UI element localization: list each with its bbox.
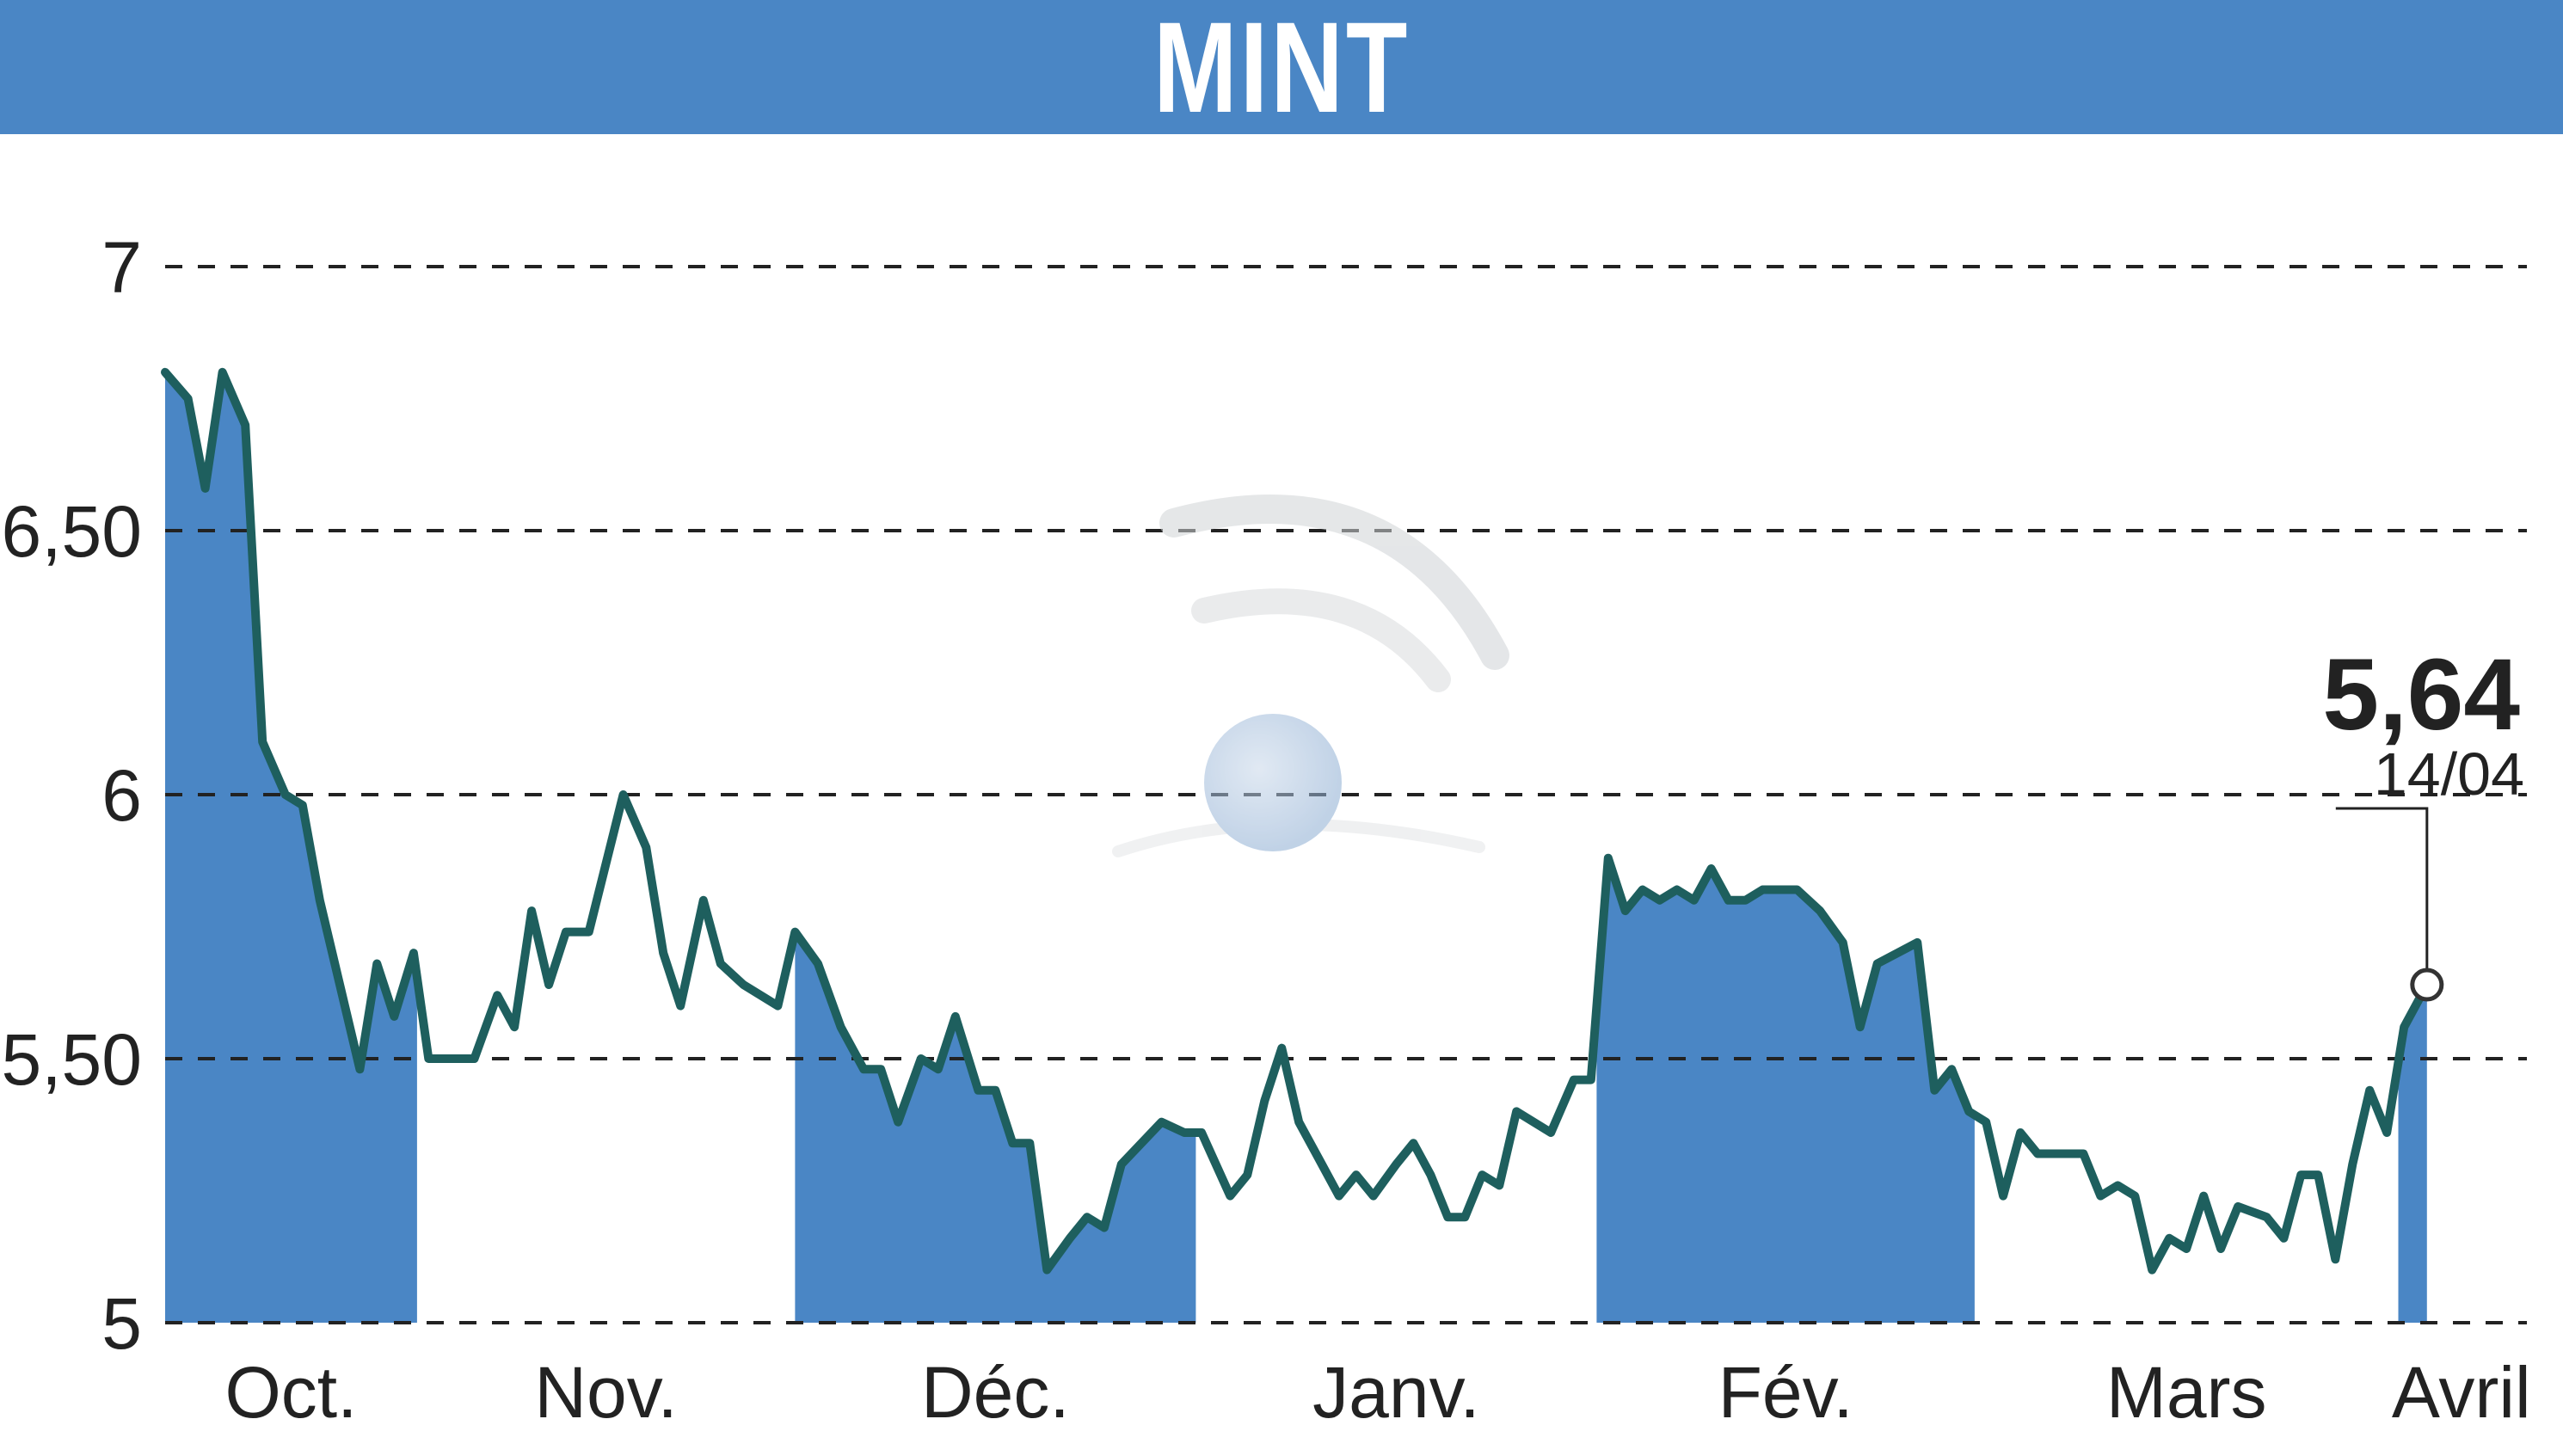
shaded-area-2 bbox=[795, 931, 1196, 1323]
y-axis: 5 5,50 6 6,50 7 bbox=[2, 227, 143, 1364]
month-label-3: Janv. bbox=[1312, 1352, 1480, 1433]
gridlines bbox=[165, 265, 2527, 1324]
last-value-marker bbox=[2410, 968, 2444, 1002]
y-tick-label-0: 5 bbox=[101, 1283, 142, 1364]
last-value-leader bbox=[2335, 807, 2429, 970]
chart-title: MINT bbox=[1152, 0, 1411, 139]
last-value-date: 14/04 bbox=[2374, 740, 2524, 808]
watermark-arc-outer bbox=[1159, 495, 1509, 670]
watermark-ball bbox=[1204, 714, 1342, 851]
last-value-label: 5,64 bbox=[2322, 638, 2520, 752]
watermark-arc-inner bbox=[1191, 588, 1451, 692]
price-line bbox=[161, 367, 2431, 1275]
shaded-area-4 bbox=[1596, 857, 1975, 1323]
month-label-1: Nov. bbox=[534, 1352, 677, 1433]
y-tick-label-2: 6 bbox=[101, 755, 142, 836]
shaded-area-0 bbox=[165, 372, 417, 1323]
x-axis: Oct. Nov. Déc. Janv. Fév. Mars Avril bbox=[224, 1352, 2530, 1433]
y-tick-label-4: 7 bbox=[101, 227, 142, 308]
month-label-6: Avril bbox=[2392, 1352, 2531, 1433]
month-label-2: Déc. bbox=[921, 1352, 1070, 1433]
shaded-area-6 bbox=[2398, 985, 2427, 1323]
month-shading bbox=[165, 372, 2427, 1323]
month-label-5: Mars bbox=[2106, 1352, 2267, 1433]
month-label-0: Oct. bbox=[224, 1352, 357, 1433]
y-tick-label-3: 6,50 bbox=[2, 491, 143, 572]
title-banner: MINT bbox=[0, 0, 2563, 134]
watermark-logo bbox=[1112, 495, 1509, 857]
price-series bbox=[161, 367, 2431, 1275]
month-label-4: Fév. bbox=[1718, 1352, 1853, 1433]
y-tick-label-1: 5,50 bbox=[2, 1019, 143, 1100]
